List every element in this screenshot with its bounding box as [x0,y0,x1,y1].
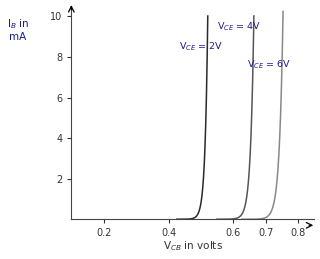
Text: V$_{CE}$ = 6V: V$_{CE}$ = 6V [247,59,292,71]
Text: V$_{CE}$ = 2V: V$_{CE}$ = 2V [179,41,223,53]
Text: V$_{CE}$ = 4V: V$_{CE}$ = 4V [217,20,261,33]
X-axis label: V$_{CB}$ in volts: V$_{CB}$ in volts [163,240,223,254]
Y-axis label: I$_{B}$ in
mA: I$_{B}$ in mA [7,17,29,42]
